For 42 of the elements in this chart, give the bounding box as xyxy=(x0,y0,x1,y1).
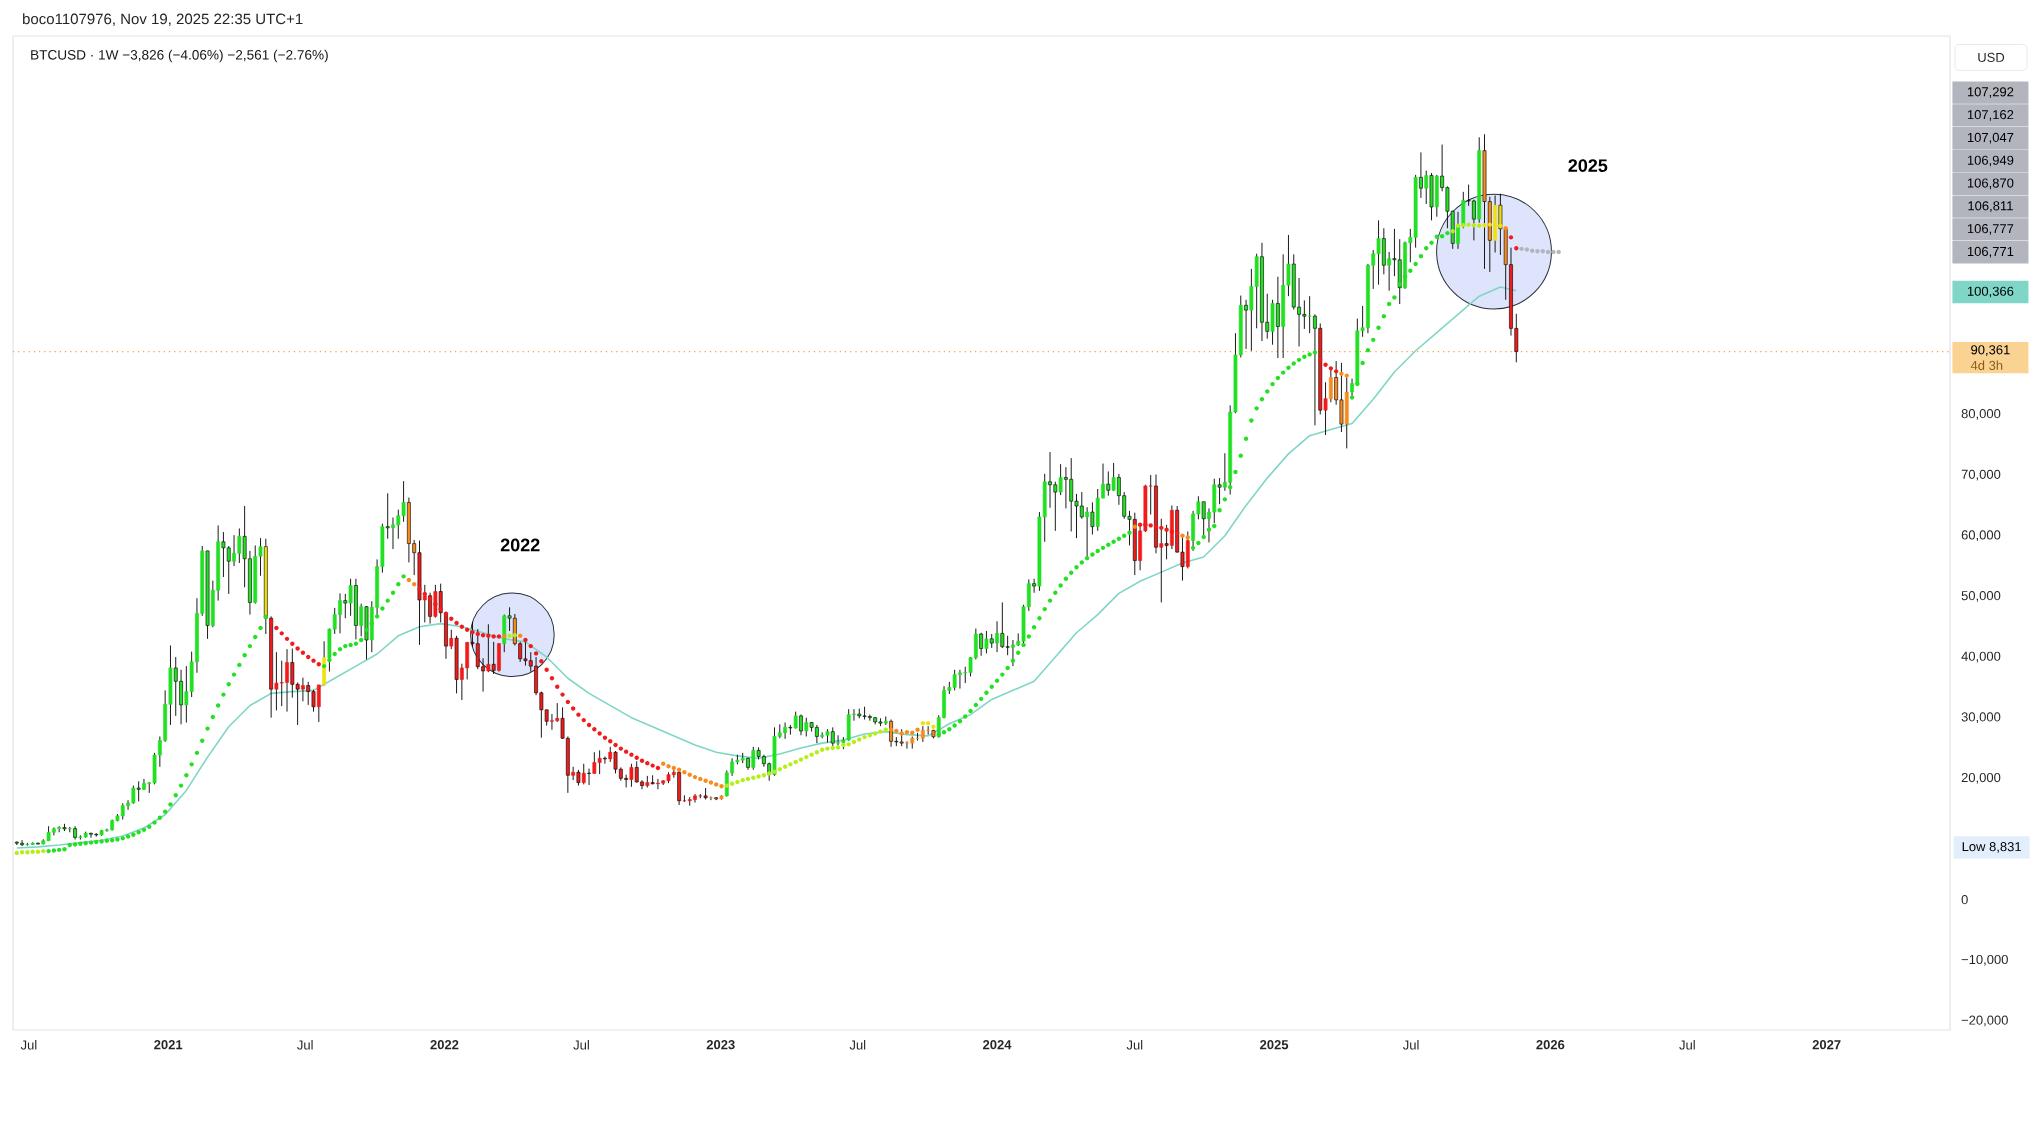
x-tick-label: Jul xyxy=(1402,1040,1419,1050)
x-tick-label: Jul xyxy=(1679,1040,1695,1050)
y-tick-label: 80,000 xyxy=(1961,409,2001,420)
x-tick-label: Jul xyxy=(849,1040,866,1050)
x-tick-label: Jul xyxy=(20,1040,37,1050)
x-tick-label: 2027 xyxy=(1812,1040,1841,1050)
y-tick-label: −10,000 xyxy=(1961,954,2008,966)
text: 106,949 xyxy=(1967,155,2014,167)
y-axis-title: USD xyxy=(1978,52,2005,62)
y-tick-label: 0 xyxy=(1961,895,1968,905)
y-tick-label: 40,000 xyxy=(1961,651,2001,663)
y-tick-label: 70,000 xyxy=(1961,469,2001,481)
text: 107,162 xyxy=(1967,110,2014,121)
text: 107,047 xyxy=(1967,132,2014,144)
text: 106,771 xyxy=(1967,246,2014,258)
text: 106,870 xyxy=(1967,178,2014,190)
chart-subtitle: boco1107976, Nov 19, 2025 22:35 UTC+1 xyxy=(23,13,303,26)
x-tick-label: Jul xyxy=(297,1040,313,1050)
candlestick xyxy=(703,787,708,800)
annotation: 2025 xyxy=(1568,159,1608,172)
y-tick-label: 30,000 xyxy=(1961,712,2001,724)
y-tick-label: 50,000 xyxy=(1961,591,2001,602)
text: 4d 3h xyxy=(1970,360,2003,370)
ref-line-label: 90,361 xyxy=(1971,345,2010,356)
x-tick-label: Jul xyxy=(1126,1040,1143,1050)
x-tick-label: 2021 xyxy=(154,1040,183,1050)
text: BTCUSD · 1W −3,826 (−4.06%) −2,561 (−2.76%) xyxy=(31,49,328,63)
text: Low 8,831 xyxy=(1962,842,2021,853)
text: 107,292 xyxy=(1967,87,2014,98)
x-tick-label: 2025 xyxy=(1260,1040,1289,1050)
x-tick-label: Jul xyxy=(573,1040,589,1050)
text: 106,777 xyxy=(1967,224,2014,235)
y-tick-label: 60,000 xyxy=(1961,530,2001,542)
x-tick-label: 2024 xyxy=(983,1040,1012,1050)
text: 100,366 xyxy=(1967,286,2014,298)
x-tick-label: 2022 xyxy=(430,1040,459,1050)
y-tick-label: 20,000 xyxy=(1961,772,2001,784)
annotation: 2022 xyxy=(500,538,540,552)
text: 106,811 xyxy=(1968,201,2013,212)
x-tick-label: 2026 xyxy=(1536,1040,1565,1050)
y-tick-label: −20,000 xyxy=(1961,1015,2008,1027)
x-tick-label: 2023 xyxy=(706,1040,735,1050)
